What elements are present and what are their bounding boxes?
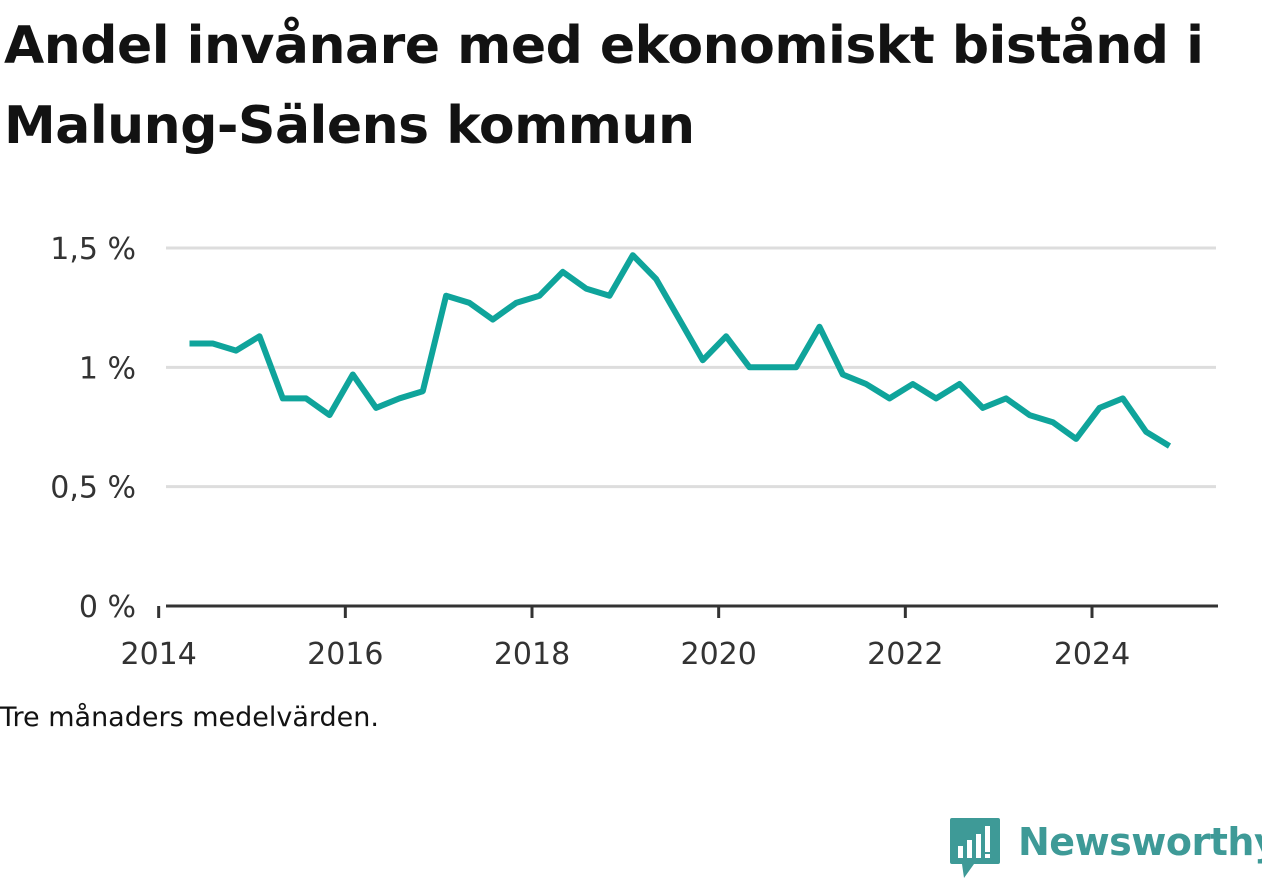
series-line — [189, 252, 1172, 449]
x-tick-label: 2014 — [120, 637, 196, 672]
x-tick-label: 2016 — [307, 637, 383, 672]
series-layer — [189, 252, 1172, 449]
brand-name: Newsworthy — [1018, 820, 1262, 864]
grid-lines — [166, 246, 1216, 489]
x-tick-label: 2024 — [1054, 637, 1130, 672]
y-tick-label: 1 % — [79, 351, 136, 386]
y-axis-tick-labels: 0 % 0,5 % 1 % 1,5 % — [50, 232, 136, 625]
newsworthy-logo-icon — [950, 818, 1000, 878]
y-tick-label: 1,5 % — [50, 232, 136, 267]
y-tick-label: 0 % — [79, 590, 136, 625]
x-axis-tick-labels: 2014 2016 2018 2020 2022 2024 — [120, 637, 1130, 672]
x-tick-label: 2022 — [867, 637, 943, 672]
x-axis — [157, 604, 1218, 618]
chart-title: Andel invånare med ekonomiskt bistånd i … — [4, 16, 1204, 156]
y-tick-label: 0,5 % — [50, 471, 136, 506]
chart-note: Tre månaders medelvärden. — [0, 702, 379, 733]
x-tick-label: 2018 — [494, 637, 570, 672]
x-tick-label: 2020 — [680, 637, 756, 672]
